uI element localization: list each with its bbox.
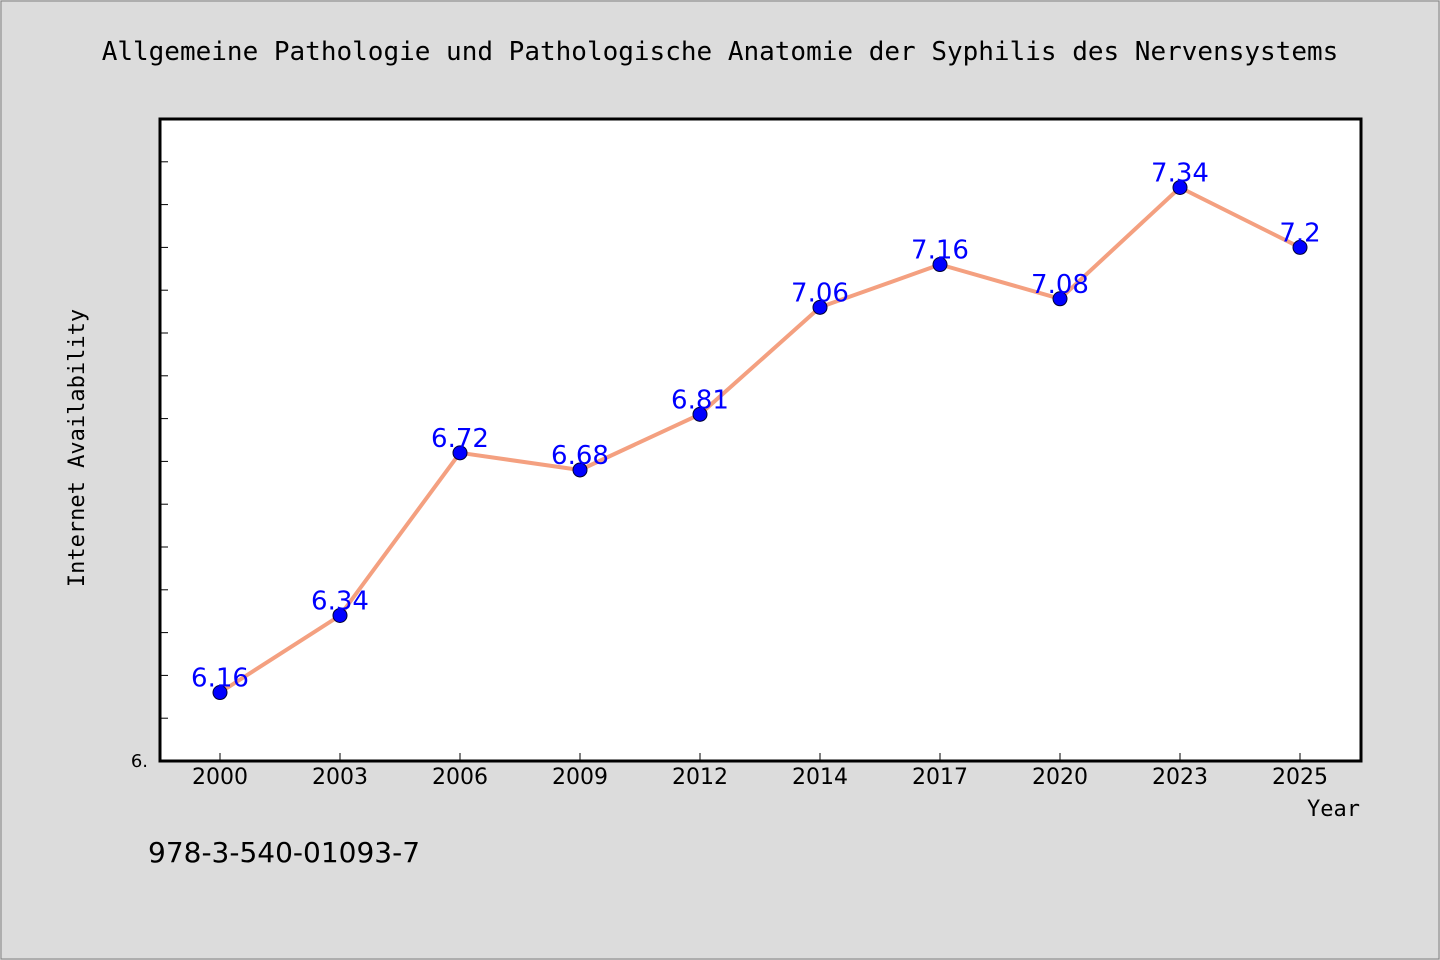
data-point (1052, 291, 1068, 307)
data-point (692, 406, 708, 422)
data-labels: 6.16 6.34 6.72 6.68 6.81 7.06 7.16 7.08 7.34 7.2 (191, 158, 1321, 693)
data-point (452, 445, 468, 461)
data-label: 6.16 (191, 664, 249, 694)
chart-title: Allgemeine Pathologie und Pathologische … (102, 37, 1339, 67)
data-label: 7.16 (911, 236, 969, 266)
data-label: 6.72 (431, 424, 489, 454)
data-point (1292, 239, 1308, 255)
y-axis-title: Internet Availability (65, 309, 90, 587)
x-tick-label: 2017 (912, 765, 968, 790)
data-label: 7.06 (791, 278, 849, 308)
isbn-text: 978-3-540-01093-7 (148, 836, 420, 869)
data-point (932, 257, 948, 273)
x-tick-label: 2023 (1152, 765, 1208, 790)
data-label: 6.68 (551, 441, 609, 471)
data-label: 7.2 (1279, 218, 1320, 248)
data-point (332, 607, 348, 623)
x-axis-title: Year (1307, 797, 1360, 822)
y-tick-label: 6. (131, 751, 148, 772)
x-tick-label: 2012 (672, 765, 728, 790)
data-point (812, 299, 828, 315)
x-tick-label: 2003 (312, 765, 368, 790)
data-label: 7.08 (1031, 270, 1089, 300)
x-tick-label: 2020 (1032, 765, 1088, 790)
x-tick-label: 2000 (192, 765, 248, 790)
series-line (218, 185, 1301, 695)
series-markers (212, 179, 1308, 701)
y-axis-ticks (160, 161, 168, 719)
plot-area (158, 117, 1363, 763)
data-label: 7.34 (1151, 158, 1209, 188)
x-tick-label: 2009 (552, 765, 608, 790)
data-point (572, 462, 588, 478)
data-point (212, 685, 228, 701)
x-tick-label: 2014 (792, 765, 848, 790)
x-tick-label: 2006 (432, 765, 488, 790)
x-axis-ticks: 2000 2003 2006 2009 2012 2014 2017 2020 2023 2025 (192, 753, 1328, 790)
x-tick-label: 2025 (1272, 765, 1328, 790)
data-point (1172, 179, 1188, 195)
data-label: 6.34 (311, 586, 369, 616)
data-label: 6.81 (671, 385, 729, 415)
